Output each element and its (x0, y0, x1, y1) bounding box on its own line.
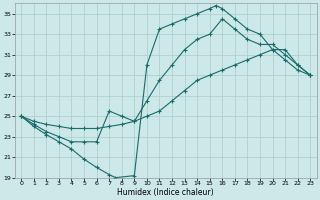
X-axis label: Humidex (Indice chaleur): Humidex (Indice chaleur) (117, 188, 214, 197)
